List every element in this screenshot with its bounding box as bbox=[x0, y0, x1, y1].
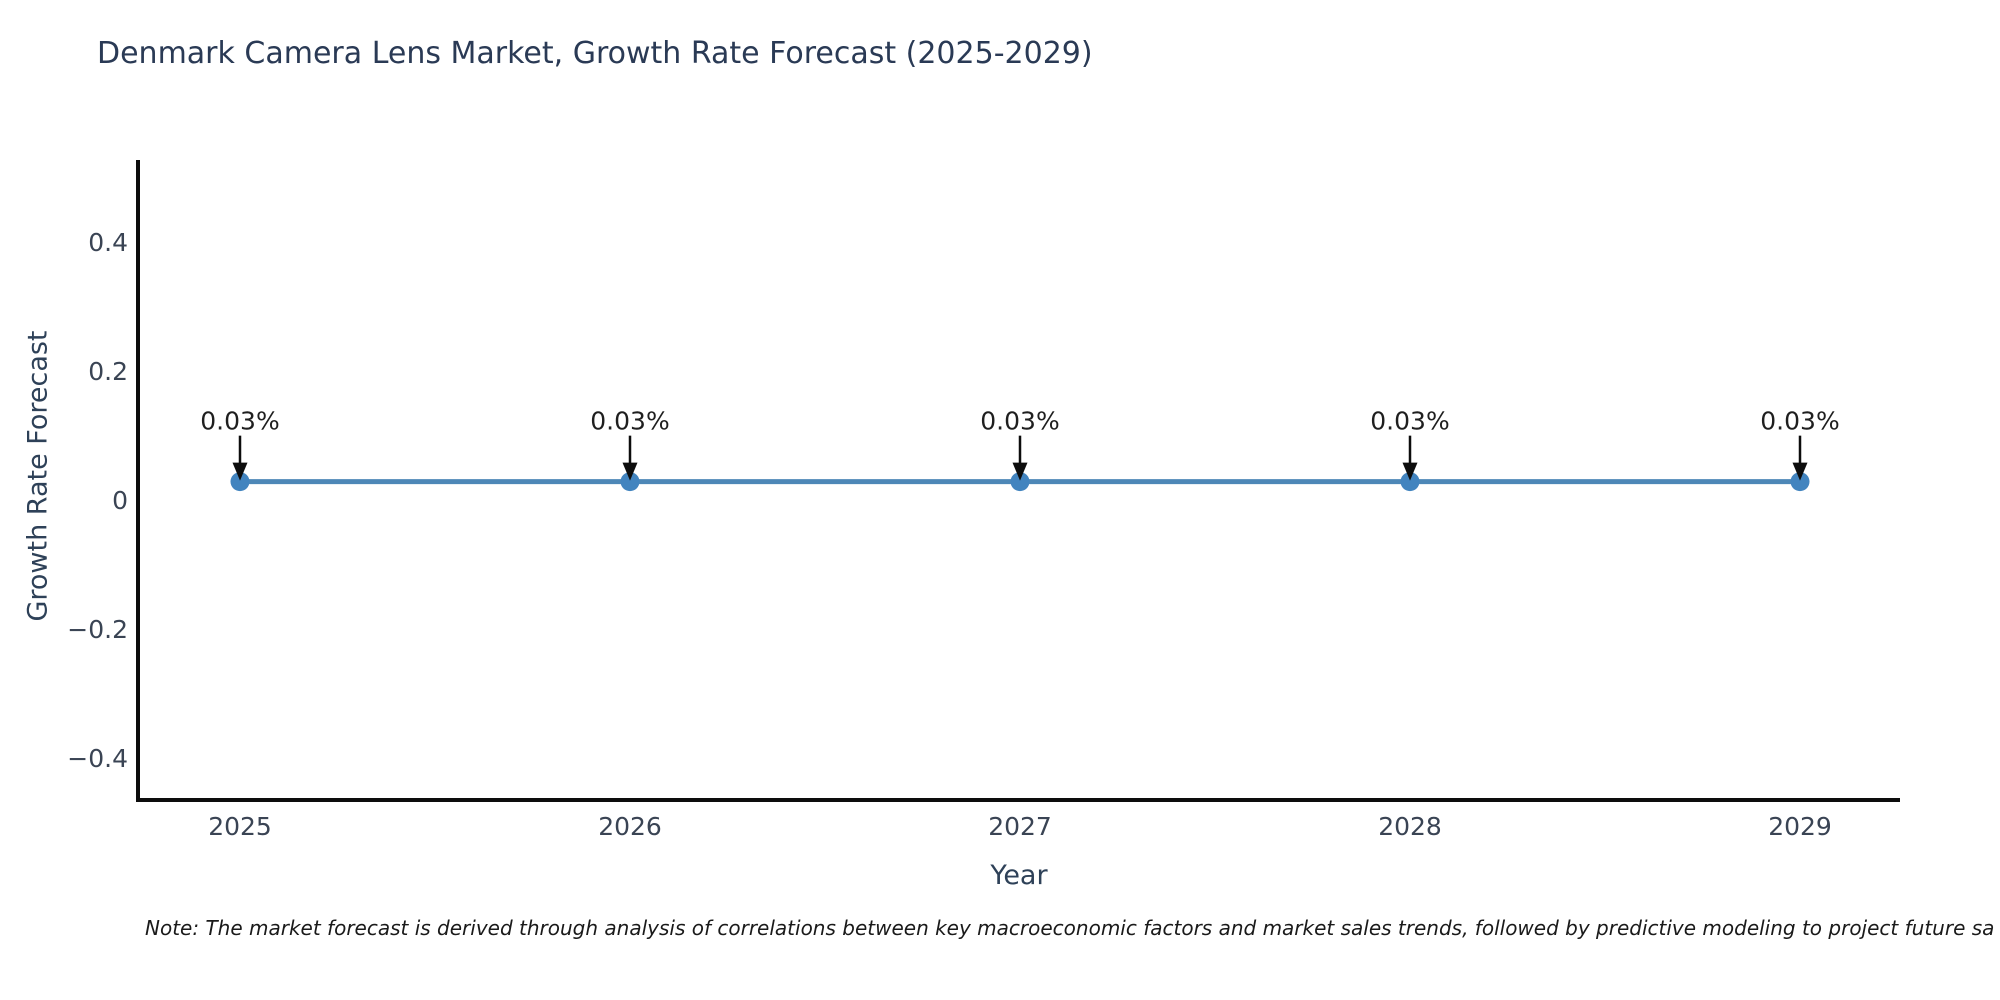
chart-title: Denmark Camera Lens Market, Growth Rate … bbox=[97, 36, 1093, 71]
annotation-arrowhead bbox=[622, 462, 638, 481]
x-axis-title: Year bbox=[990, 860, 1048, 891]
point-annotation: 0.03% bbox=[1760, 407, 1839, 436]
data-point-marker bbox=[1400, 472, 1420, 492]
x-tick-label: 2029 bbox=[1768, 812, 1832, 841]
y-tick-label: −0.4 bbox=[67, 744, 128, 773]
annotation-arrowhead bbox=[1792, 462, 1808, 481]
annotation-arrowhead bbox=[1012, 462, 1028, 481]
y-tick-label: 0.2 bbox=[88, 357, 128, 386]
data-point-marker bbox=[620, 472, 640, 492]
point-annotation: 0.03% bbox=[590, 407, 669, 436]
x-tick-label: 2028 bbox=[1378, 812, 1442, 841]
annotation-arrowhead bbox=[1402, 462, 1418, 481]
y-tick-label: −0.2 bbox=[67, 615, 128, 644]
annotation-arrowhead bbox=[232, 462, 248, 481]
x-tick-label: 2027 bbox=[988, 812, 1052, 841]
point-annotation: 0.03% bbox=[980, 407, 1059, 436]
point-annotation: 0.03% bbox=[200, 407, 279, 436]
data-point-marker bbox=[1790, 472, 1810, 492]
data-point-marker bbox=[1010, 472, 1030, 492]
footnote: Note: The market forecast is derived thr… bbox=[145, 916, 1995, 940]
y-tick-label: 0.4 bbox=[88, 228, 128, 257]
y-tick-label: 0 bbox=[112, 486, 128, 515]
x-tick-label: 2026 bbox=[598, 812, 662, 841]
data-point-marker bbox=[230, 472, 250, 492]
x-tick-label: 2025 bbox=[208, 812, 272, 841]
point-annotation: 0.03% bbox=[1370, 407, 1449, 436]
